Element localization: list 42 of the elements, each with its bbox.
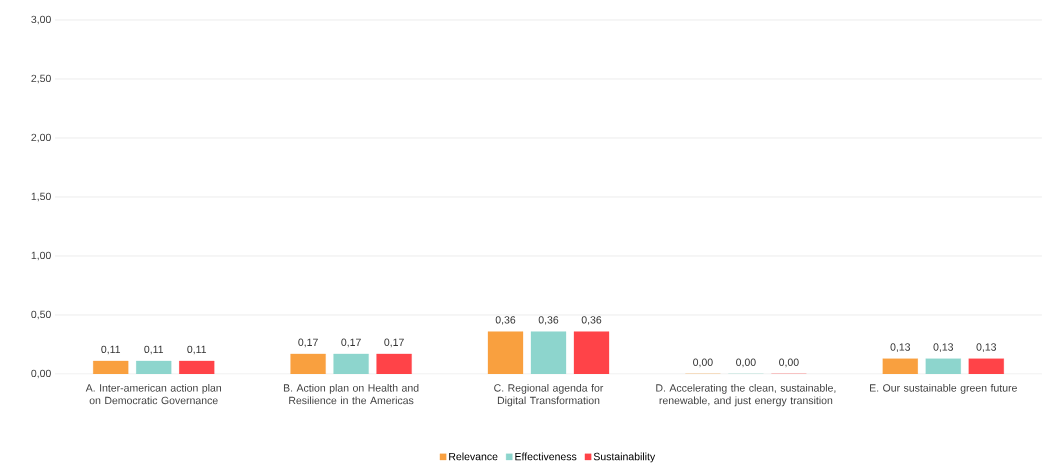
data-label: 0,00 [779,358,799,368]
bar [573,331,610,374]
y-tick-label: 0,00 [31,369,51,379]
legend-label: Effectiveness [515,452,577,461]
data-label: 0,36 [495,316,516,325]
data-label: 0,36 [581,316,602,325]
x-tick-label: A. Inter-american action plan on Democratic Governance [85,383,221,405]
data-label: 0,13 [890,343,911,352]
bar [136,360,172,374]
data-label: 0,00 [736,358,756,368]
bar [882,358,918,374]
bar [93,360,129,374]
data-label: 0,13 [933,343,954,352]
data-label: 0,00 [693,358,713,368]
y-tick-label: 1,50 [31,192,51,202]
y-tick-label: 1,00 [31,251,51,261]
y-tick-label: 3,00 [31,15,51,25]
data-label: 0,17 [384,338,404,348]
bar [376,353,412,374]
bar [333,353,369,374]
data-label: 0,11 [187,345,207,355]
x-tick-label: E. Our sustainable green future [870,383,1017,394]
data-label: 0,17 [341,338,361,348]
bar [530,331,567,374]
data-label: 0,11 [144,345,164,355]
y-tick-label: 2,00 [31,133,51,143]
x-tick-label: C. Regional agenda for Digital Transformation [494,383,604,407]
data-label: 0,11 [101,345,121,355]
y-tick-label: 0,50 [31,310,51,320]
bar [179,360,215,374]
legend-label: Sustainability [593,452,656,463]
bar [925,358,961,374]
data-label: 0,17 [298,338,318,348]
data-label: 0,36 [538,316,559,325]
bar [487,331,524,374]
y-tick-label: 2,50 [31,74,51,84]
bar [968,358,1004,374]
legend-label: Relevance [449,452,498,461]
data-label: 0,13 [976,343,997,352]
bar [290,353,326,374]
x-tick-label: D. Accelerating the clean, sustainable, renewable, and just energy transition [656,383,836,407]
x-tick-label: B. Action plan on Health and Resilience in the Americas [283,383,419,405]
